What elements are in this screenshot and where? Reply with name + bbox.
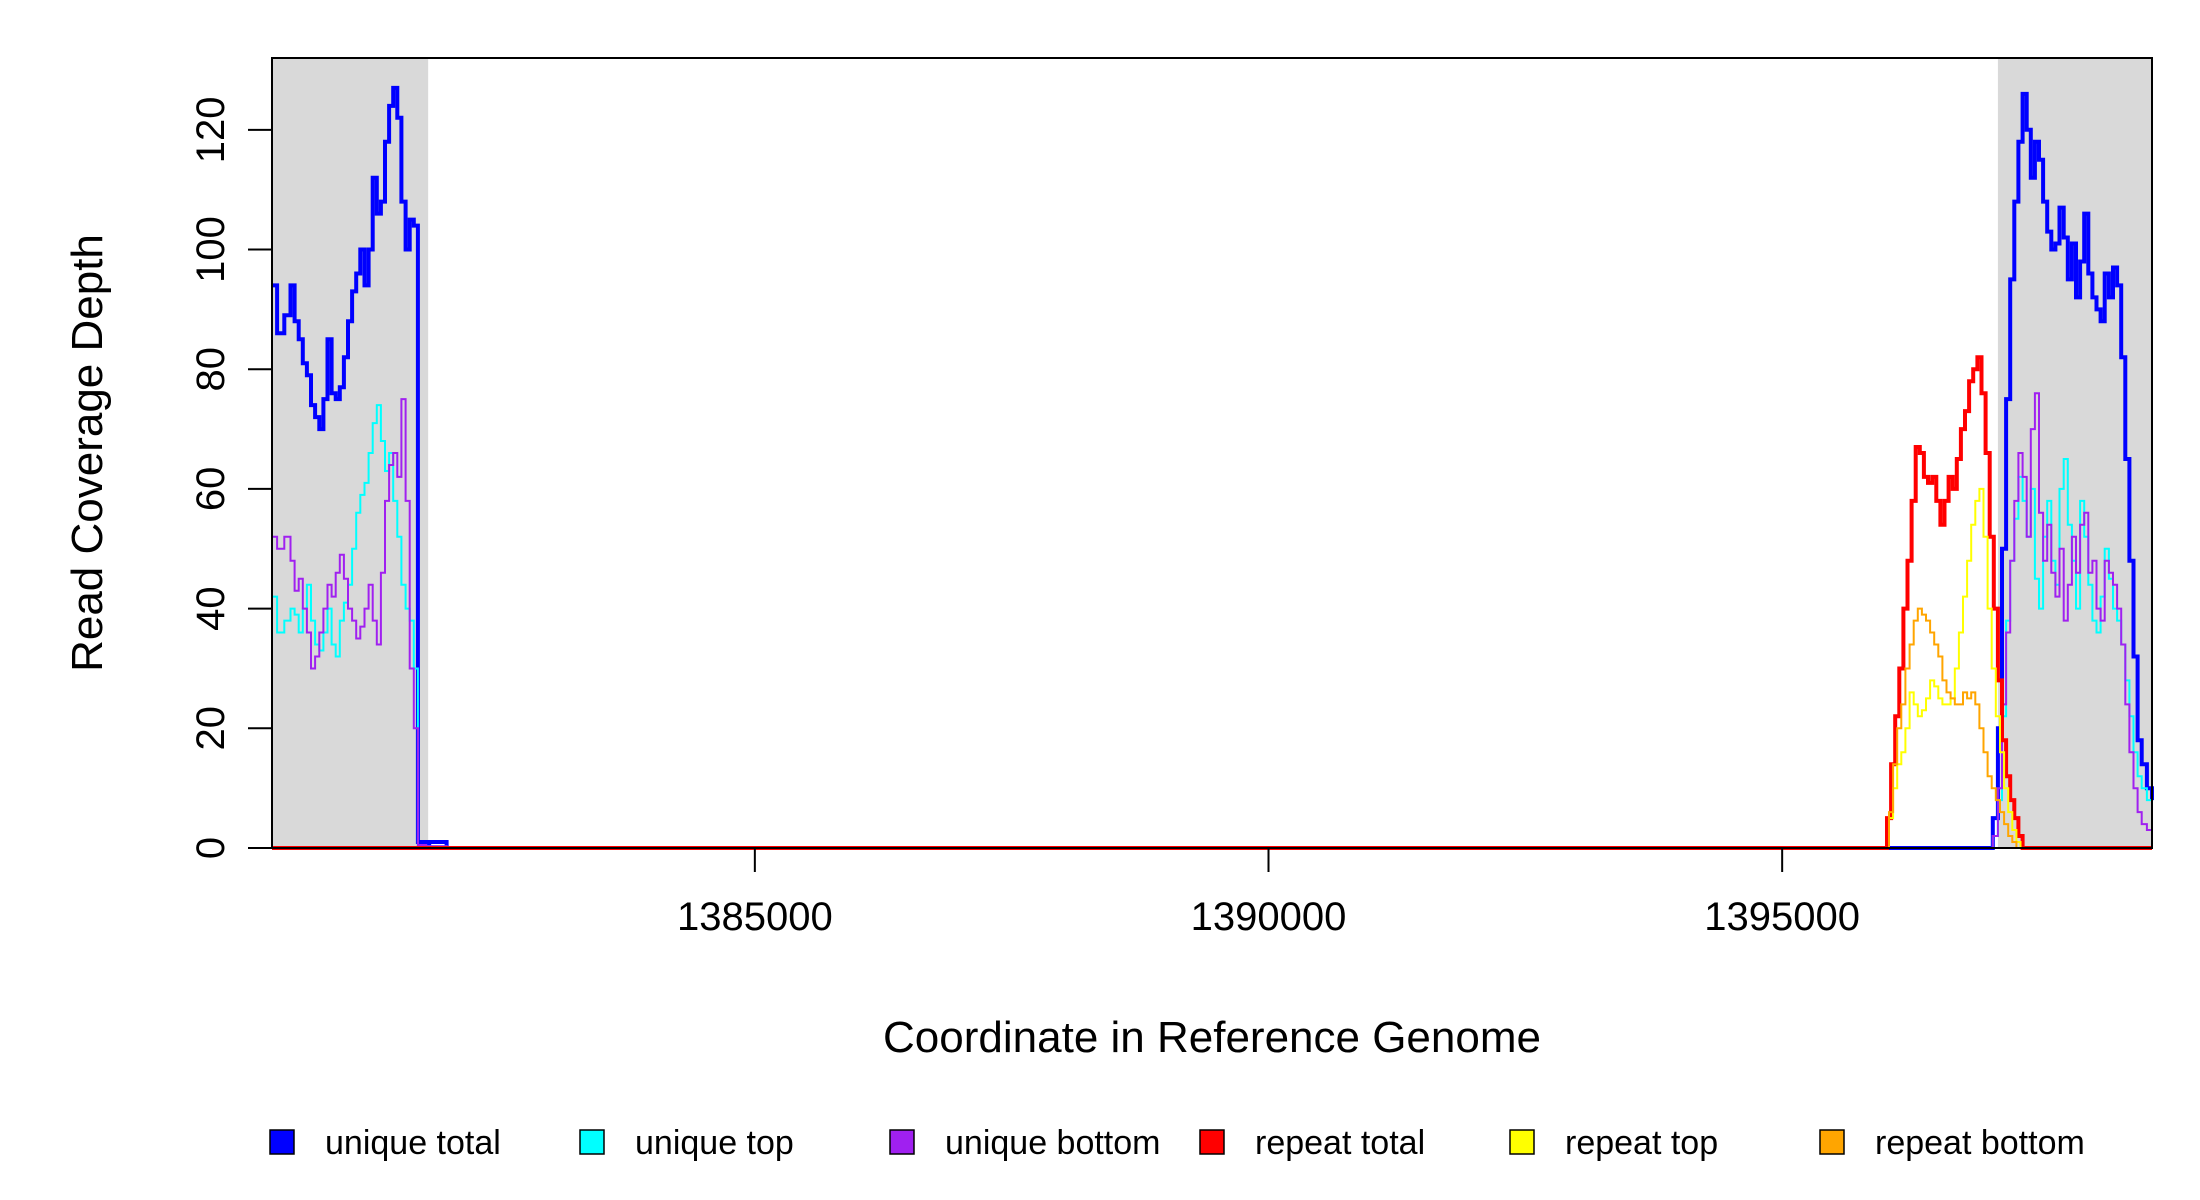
legend-swatch: [1819, 1129, 1845, 1155]
x-tick-label: 1385000: [677, 895, 833, 939]
legend-label: repeat total: [1255, 1124, 1425, 1162]
series-lines: [272, 85, 2154, 850]
legend-swatch: [1509, 1129, 1535, 1155]
y-tick-label: 0: [189, 837, 233, 859]
y-axis: 0 20 40 60 80 100 120: [189, 96, 273, 859]
legend-swatch: [269, 1129, 295, 1155]
y-tick-label: 20: [189, 706, 233, 751]
y-tick-label: 80: [189, 347, 233, 392]
x-axis: 1385000 1390000 1395000: [272, 847, 2152, 939]
legend-label: repeat bottom: [1875, 1124, 2085, 1162]
legend-swatch: [889, 1129, 915, 1155]
y-tick-label: 120: [189, 96, 233, 163]
series-line-repeat-top: [272, 487, 2152, 849]
legend-label: unique total: [325, 1124, 501, 1162]
y-tick-label: 60: [189, 467, 233, 512]
y-tick-label: 40: [189, 586, 233, 631]
x-tick-label: 1390000: [1191, 895, 1347, 939]
x-tick-label: 1395000: [1704, 895, 1860, 939]
legend-label: unique bottom: [945, 1124, 1161, 1162]
y-axis-title: Read Coverage Depth: [63, 234, 112, 672]
legend: unique total unique top unique bottom repea…: [269, 1124, 2085, 1162]
legend-swatch: [579, 1129, 605, 1155]
x-axis-title: Coordinate in Reference Genome: [883, 1013, 1541, 1062]
series-line-repeat-total: [272, 355, 2152, 850]
legend-label: unique top: [635, 1124, 794, 1162]
series-line-repeat-bottom: [272, 607, 2152, 849]
legend-label: repeat top: [1565, 1124, 1718, 1162]
legend-swatch: [1199, 1129, 1225, 1155]
y-tick-label: 100: [189, 216, 233, 283]
